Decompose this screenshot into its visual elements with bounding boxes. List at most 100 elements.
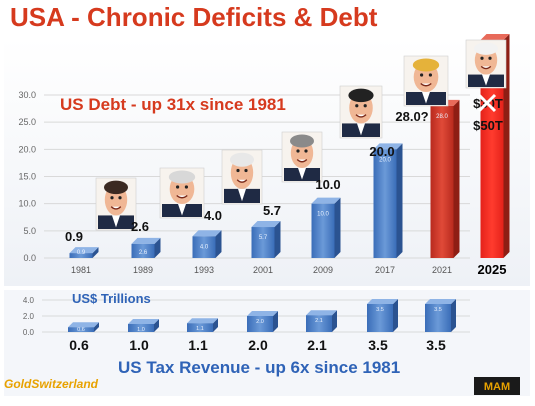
chart-title: USA - Chronic Deficits & Debt xyxy=(10,2,378,32)
revenue-value-label: 0.6 xyxy=(69,337,89,353)
revenue-bars: 0.6 1.0 1.1 2.0 2.1 3.5 3.5 xyxy=(68,299,456,333)
revenue-bar-2021 xyxy=(425,304,451,332)
debt-x-tick-label: 2009 xyxy=(313,265,333,275)
debt-bar-2021 xyxy=(430,105,454,258)
portrait-reagan xyxy=(95,177,137,231)
revenue-bar-1993 xyxy=(187,323,213,332)
debt-bar-side xyxy=(503,34,510,258)
debt-bar-top xyxy=(69,247,99,254)
debt-bar-inner-label: 20.0 xyxy=(379,157,391,163)
portrait-biden xyxy=(465,39,507,89)
debt-bar-inner-label: 2.6 xyxy=(139,250,148,256)
debt-y-tick-label: 20.0 xyxy=(18,144,36,154)
revenue-value-labels: 0.6 1.0 1.1 2.0 2.1 3.5 3.5 xyxy=(69,337,446,353)
debt-bar-top xyxy=(131,237,161,244)
debt-x-tick-label: 2017 xyxy=(375,265,395,275)
revenue-subtitle: US Tax Revenue - up 6x since 1981 xyxy=(118,358,400,377)
revenue-bar-side xyxy=(94,322,99,332)
revenue-y-tick-label: 4.0 xyxy=(23,296,35,305)
debt-bar-inner-label: 28.0 xyxy=(436,114,448,120)
debt-value-label: 0.9 xyxy=(65,229,83,244)
revenue-bar-top xyxy=(68,322,99,328)
debt-bar-side xyxy=(453,99,460,258)
debt-bar-top xyxy=(480,34,510,40)
debt-value-label: 2.6 xyxy=(131,219,149,234)
revenue-y-axis: 0.0 2.0 4.0 xyxy=(23,296,35,337)
debt-bar-top xyxy=(373,143,403,150)
debt-bar-side xyxy=(396,143,403,258)
debt-x-tick-label: 2001 xyxy=(253,265,273,275)
revenue-y-tick-label: 0.0 xyxy=(23,328,35,337)
revenue-value-label: 2.1 xyxy=(307,337,327,353)
revenue-bar-inner-label: 0.6 xyxy=(77,327,85,333)
revenue-bar-side xyxy=(393,299,398,332)
revenue-bar-top xyxy=(306,310,337,316)
debt-y-tick-label: 25.0 xyxy=(18,117,36,127)
portrait-obama xyxy=(339,85,383,139)
debt-value-label: $50T xyxy=(473,118,503,133)
revenue-bar-top xyxy=(128,319,159,324)
revenue-units-label: US$ Trillions xyxy=(72,291,151,306)
debt-bar-side xyxy=(215,230,222,258)
debt-x-tick-label: 1981 xyxy=(71,265,91,275)
revenue-bar-2009 xyxy=(306,315,332,332)
debt-value-label: 4.0 xyxy=(204,208,222,223)
debt-subtitle: US Debt - up 31x since 1981 xyxy=(60,95,286,114)
brand-mam-text: MAM xyxy=(484,381,510,393)
revenue-bar-1989 xyxy=(128,324,154,332)
portrait-clinton xyxy=(221,149,263,205)
revenue-y-tick-label: 2.0 xyxy=(23,312,35,321)
debt-value-labels: 0.92.64.05.710.020.028.0?$50T$30T xyxy=(65,93,503,244)
revenue-bar-side xyxy=(154,319,159,332)
debt-bar-top xyxy=(311,197,341,204)
revenue-bar-inner-label: 3.5 xyxy=(376,307,384,313)
revenue-bar-side xyxy=(273,311,278,332)
revenue-bar-inner-label: 2.0 xyxy=(256,319,264,325)
debt-y-axis: 0.0 5.0 10.0 15.0 20.0 25.0 30.0 xyxy=(18,90,36,263)
debt-bar-side xyxy=(154,237,161,258)
debt-bar-inner-label: 4.0 xyxy=(200,244,209,250)
debt-value-label: 20.0 xyxy=(369,144,394,159)
debt-bars: 0.9 2.6 4.0 5.7 10.0 20.0 28.0 xyxy=(69,34,510,258)
debt-bar-side xyxy=(334,197,341,258)
debt-y-tick-label: 5.0 xyxy=(23,226,36,236)
debt-x-tick-label: 2025 xyxy=(478,262,507,277)
revenue-bar-side xyxy=(332,310,337,332)
debt-x-tick-label: 1989 xyxy=(133,265,153,275)
debt-bar-top xyxy=(192,230,222,237)
debt-bar-2009 xyxy=(311,203,335,258)
debt-bar-top xyxy=(251,221,281,228)
revenue-bar-side xyxy=(213,318,218,332)
revenue-value-label: 1.0 xyxy=(129,337,149,353)
revenue-bar-top xyxy=(247,311,278,316)
debt-value-label: 10.0 xyxy=(315,177,340,192)
debt-bar-2017 xyxy=(373,149,397,258)
debt-x-tick-label: 2021 xyxy=(432,265,452,275)
revenue-value-label: 3.5 xyxy=(368,337,388,353)
debt-bar-1989 xyxy=(131,243,155,258)
debt-bar-inner-label: 5.7 xyxy=(259,235,268,241)
revenue-bar-top xyxy=(425,299,456,304)
revenue-bar-1981 xyxy=(68,327,94,332)
revenue-value-label: 2.0 xyxy=(248,337,268,353)
revenue-bar-inner-label: 1.1 xyxy=(196,326,204,332)
portraits xyxy=(95,39,507,231)
revenue-bar-inner-label: 3.5 xyxy=(434,307,442,313)
debt-bar-1981 xyxy=(69,253,93,258)
portrait-bush-jr xyxy=(281,131,323,183)
debt-x-tick-label: 1993 xyxy=(194,265,214,275)
revenue-bar-side xyxy=(451,299,456,332)
revenue-bar-inner-label: 1.0 xyxy=(137,327,145,333)
debt-x-axis: 1981 1989 1993 2001 2009 2017 2021 2025 xyxy=(71,262,506,277)
portrait-trump xyxy=(403,55,449,107)
debt-bar-2025 xyxy=(480,40,504,258)
brand-mam-logo: MAM xyxy=(474,377,520,395)
revenue-bar-top xyxy=(187,318,218,324)
revenue-bar-2017 xyxy=(367,304,393,332)
debt-bar-inner-label: 10.0 xyxy=(317,212,329,218)
revenue-bar-2001 xyxy=(247,316,273,332)
debt-bar-1993 xyxy=(192,236,216,258)
debt-y-tick-label: 15.0 xyxy=(18,172,36,182)
